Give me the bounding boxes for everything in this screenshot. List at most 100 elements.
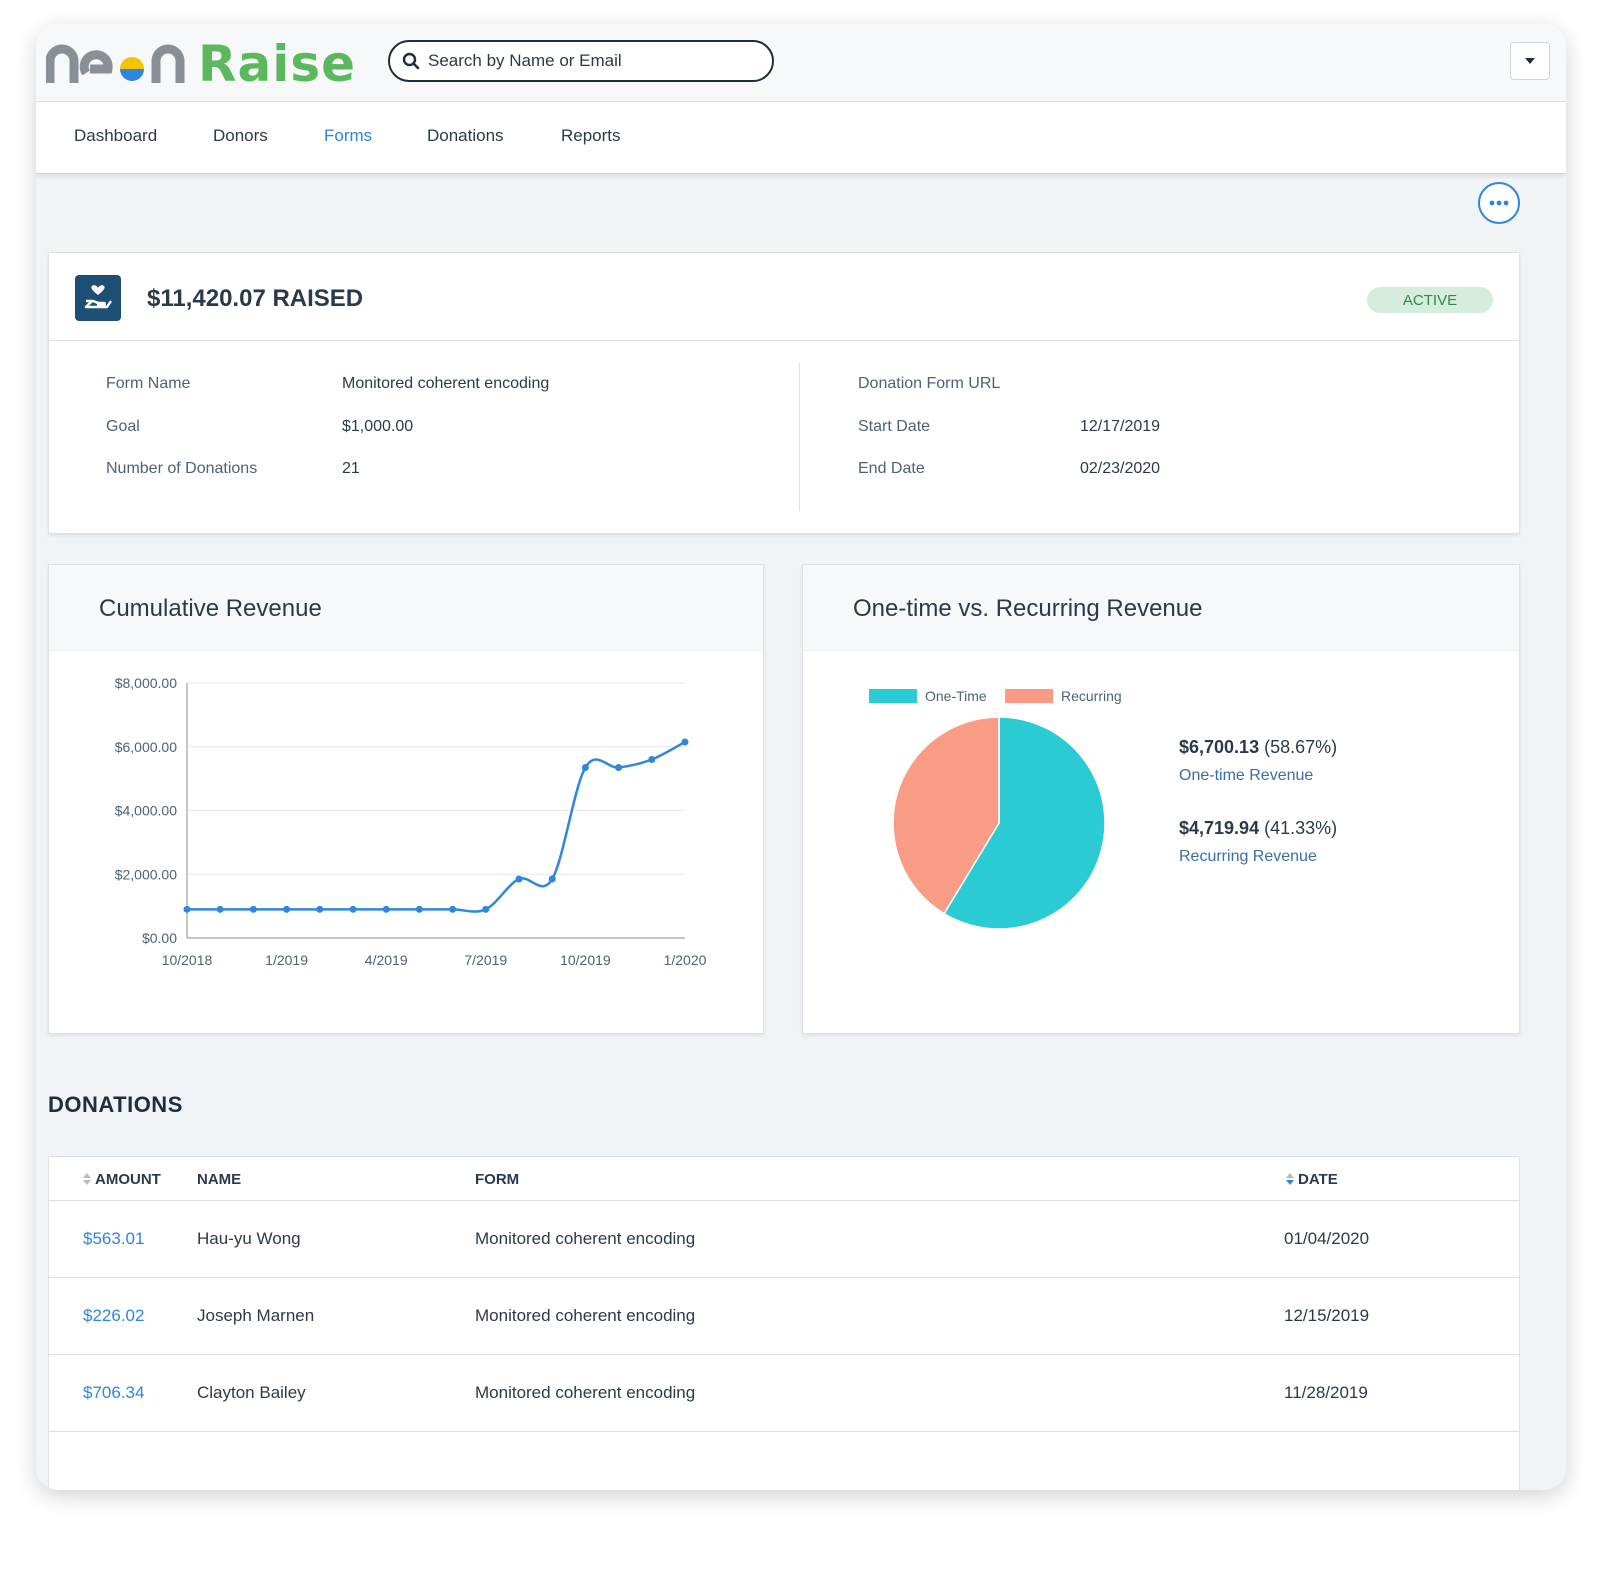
revenue-data-point — [482, 905, 490, 913]
legend-label: Recurring — [1061, 688, 1122, 704]
one-time-label: One-time Revenue — [1179, 767, 1314, 784]
y-tick-label: $2,000.00 — [115, 866, 177, 882]
form-column-header[interactable]: FORM — [475, 1171, 520, 1188]
status-badge: ACTIVE — [1367, 287, 1493, 313]
y-tick-label: $0.00 — [142, 930, 177, 946]
one-time-amount: $6,700.13 — [1179, 737, 1260, 757]
end-date-value: 02/23/2020 — [1080, 460, 1161, 477]
start-date-value: 12/17/2019 — [1080, 418, 1161, 435]
table-row[interactable]: $706.34 Clayton Bailey Monitored coheren… — [49, 1355, 1519, 1432]
table-row[interactable]: $563.01 Hau-yu Wong Monitored coherent e… — [49, 1201, 1519, 1278]
nav-donations[interactable]: Donations — [427, 126, 504, 145]
form-summary-card: $11,420.07 RAISED ACTIVE Form Name Monit… — [48, 252, 1520, 534]
row-form: Monitored coherent encoding — [475, 1229, 696, 1248]
caret-down-icon — [1525, 58, 1535, 64]
x-tick-label: 1/2020 — [664, 952, 707, 968]
revenue-data-point — [249, 905, 257, 913]
start-date-label: Start Date — [858, 418, 931, 435]
y-tick-label: $8,000.00 — [115, 675, 177, 691]
donations-section-title: DONATIONS — [48, 1092, 183, 1117]
top-bar: Raise Search by Name or Email — [36, 24, 1566, 102]
form-name-label: Form Name — [106, 375, 191, 392]
nav-dashboard[interactable]: Dashboard — [74, 126, 158, 145]
goal-value: $1,000.00 — [342, 418, 414, 435]
revenue-split-chart: One-Time Recurring — [869, 688, 1122, 930]
x-tick-label: 7/2019 — [464, 952, 507, 968]
row-form: Monitored coherent encoding — [475, 1383, 696, 1402]
revenue-split-card: One-time vs. Recurring Revenue One-Time R… — [802, 564, 1520, 1034]
row-form: Monitored coherent encoding — [475, 1306, 696, 1325]
revenue-data-point — [548, 875, 556, 883]
legend-swatch — [1005, 689, 1053, 703]
sort-icon — [83, 1173, 91, 1185]
date-column-header[interactable]: DATE — [1286, 1171, 1338, 1188]
row-name: Clayton Bailey — [197, 1383, 306, 1402]
row-amount[interactable]: $226.02 — [83, 1306, 145, 1325]
pie-slice — [892, 716, 1000, 915]
row-amount[interactable]: $706.34 — [83, 1383, 145, 1402]
one-time-stat: $6,700.13 (58.67%) — [1179, 737, 1337, 758]
recurring-amount: $4,719.94 — [1179, 818, 1260, 838]
logo-neon-icon — [46, 44, 185, 83]
revenue-data-point — [449, 905, 457, 913]
date-column-label: DATE — [1298, 1171, 1338, 1188]
x-tick-label: 1/2019 — [265, 952, 308, 968]
amount-raised: $11,420.07 RAISED — [147, 285, 364, 312]
donations-table: AMOUNT NAME FORM DATE $563.01 Hau-yu Won… — [48, 1156, 1520, 1490]
donation-count-label: Number of Donations — [106, 460, 258, 477]
summary-divider — [799, 363, 800, 511]
donation-count-value: 21 — [342, 460, 360, 477]
row-name: Hau-yu Wong — [197, 1229, 301, 1248]
amount-column-label: AMOUNT — [95, 1171, 161, 1188]
revenue-data-point — [216, 905, 224, 913]
revenue-data-point — [415, 905, 423, 913]
revenue-split-header: One-time vs. Recurring Revenue — [803, 565, 1519, 651]
revenue-series-line — [187, 740, 686, 913]
x-tick-label: 4/2019 — [365, 952, 408, 968]
revenue-data-point — [681, 738, 689, 746]
cumulative-revenue-title: Cumulative Revenue — [99, 595, 322, 622]
nav-donors[interactable]: Donors — [213, 126, 268, 145]
recurring-pct: (41.33%) — [1264, 818, 1338, 838]
revenue-data-point — [515, 875, 523, 883]
row-date: 01/04/2020 — [1284, 1229, 1370, 1248]
cumulative-revenue-card: Cumulative Revenue $8,000.00 $6,000.00 $4,… — [48, 564, 764, 1034]
revenue-data-point — [316, 905, 324, 913]
search-input[interactable]: Search by Name or Email — [388, 40, 774, 82]
x-tick-label: 10/2019 — [560, 952, 611, 968]
revenue-data-point — [283, 905, 291, 913]
y-tick-label: $4,000.00 — [115, 803, 177, 819]
revenue-data-point — [349, 905, 357, 913]
search-placeholder: Search by Name or Email — [428, 51, 622, 70]
legend-swatch — [869, 689, 917, 703]
revenue-split-title: One-time vs. Recurring Revenue — [853, 595, 1203, 622]
table-header: AMOUNT NAME FORM DATE — [49, 1157, 1519, 1201]
sort-desc-icon — [1286, 1173, 1294, 1185]
summary-header: $11,420.07 RAISED ACTIVE — [49, 253, 1519, 341]
logo[interactable]: Raise — [46, 34, 356, 94]
row-amount[interactable]: $563.01 — [83, 1229, 145, 1248]
row-date: 11/28/2019 — [1284, 1383, 1368, 1402]
revenue-data-point — [648, 756, 656, 763]
amount-column-header[interactable]: AMOUNT — [83, 1171, 161, 1188]
revenue-data-point — [382, 905, 390, 913]
account-dropdown-button[interactable] — [1510, 42, 1550, 80]
name-column-header[interactable]: NAME — [197, 1171, 242, 1188]
nav-forms[interactable]: Forms — [324, 126, 373, 145]
cumulative-revenue-header: Cumulative Revenue — [49, 565, 763, 651]
revenue-data-point — [581, 763, 589, 771]
pie-slice — [943, 716, 1106, 930]
table-row[interactable]: $226.02 Joseph Marnen Monitored coherent… — [49, 1278, 1519, 1355]
y-tick-label: $6,000.00 — [115, 739, 177, 755]
nav-reports[interactable]: Reports — [561, 126, 621, 145]
search-icon — [402, 52, 420, 70]
form-name-value: Monitored coherent encoding — [342, 375, 550, 392]
x-tick-label: 10/2018 — [162, 952, 213, 968]
revenue-data-point — [183, 905, 191, 913]
more-options-button[interactable] — [1478, 182, 1520, 224]
ellipsis-icon — [1489, 200, 1509, 206]
form-url-label: Donation Form URL — [858, 375, 1001, 392]
main-nav: Dashboard Donors Forms Donations Reports — [36, 102, 1566, 174]
recurring-stat: $4,719.94 (41.33%) — [1179, 818, 1337, 839]
logo-raise-text: Raise — [198, 35, 357, 93]
